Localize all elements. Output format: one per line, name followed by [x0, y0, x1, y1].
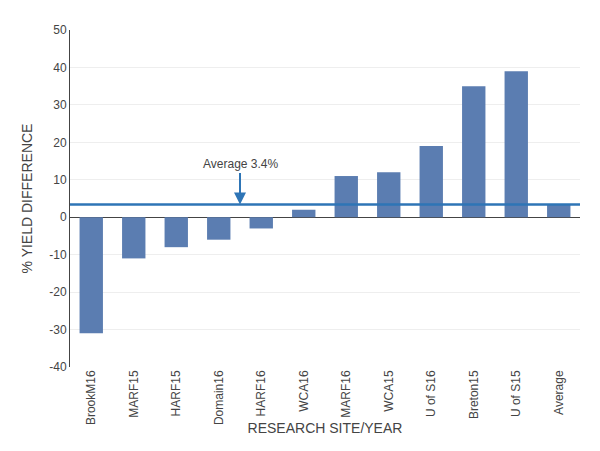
svg-text:Average 3.4%: Average 3.4%	[203, 157, 278, 171]
svg-text:Average: Average	[552, 370, 566, 415]
svg-text:BrookM16: BrookM16	[84, 370, 98, 425]
svg-text:20: 20	[53, 136, 67, 150]
svg-text:WCA15: WCA15	[382, 370, 396, 412]
svg-text:WCA16: WCA16	[297, 370, 311, 412]
svg-text:% YIELD DIFFERENCE: % YIELD DIFFERENCE	[19, 124, 35, 274]
svg-text:MARF15: MARF15	[127, 370, 141, 418]
svg-text:50: 50	[53, 23, 67, 37]
svg-text:Domain16: Domain16	[212, 370, 226, 425]
svg-text:-10: -10	[49, 248, 67, 262]
svg-text:0: 0	[60, 210, 67, 224]
svg-text:-30: -30	[49, 323, 67, 337]
svg-text:Breton15: Breton15	[467, 370, 481, 419]
svg-text:30: 30	[53, 98, 67, 112]
svg-text:RESEARCH SITE/YEAR: RESEARCH SITE/YEAR	[248, 420, 403, 436]
svg-text:-20: -20	[49, 285, 67, 299]
svg-text:MARF16: MARF16	[339, 370, 353, 418]
svg-text:U of S16: U of S16	[424, 370, 438, 417]
svg-text:-40: -40	[49, 360, 67, 374]
svg-text:HARF15: HARF15	[169, 370, 183, 416]
svg-text:U of S15: U of S15	[509, 370, 523, 417]
svg-text:10: 10	[53, 173, 67, 187]
svg-text:40: 40	[53, 61, 67, 75]
svg-text:HARF16: HARF16	[254, 370, 268, 416]
